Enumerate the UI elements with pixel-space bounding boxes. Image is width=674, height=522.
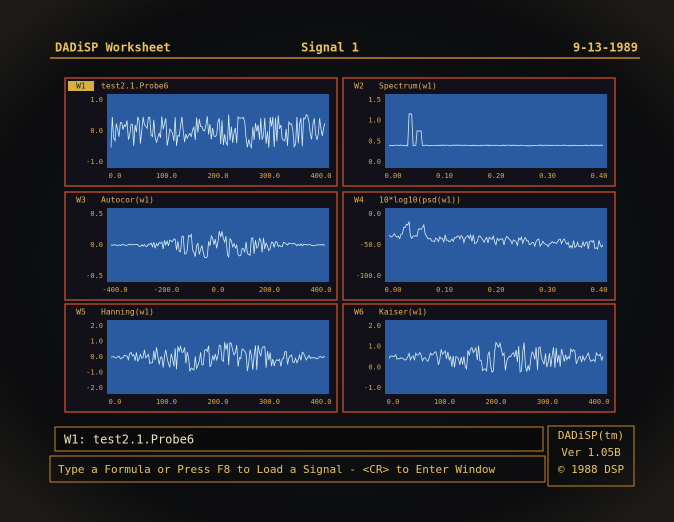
x-tick-label: 300.0	[537, 398, 558, 406]
about-copyright: © 1988 DSP	[558, 463, 625, 476]
x-tick-label: 200.0	[207, 172, 228, 180]
x-tick-label: 0.20	[488, 286, 505, 294]
x-tick-label: -400.0	[102, 286, 127, 294]
y-tick-label: 1.0	[90, 96, 103, 104]
window-label: W6	[354, 308, 364, 317]
y-tick-label: 1.5	[368, 96, 381, 104]
y-tick-label: -100.0	[356, 272, 381, 280]
x-tick-label: 400.0	[310, 172, 331, 180]
x-tick-label: 0.00	[385, 172, 402, 180]
x-tick-label: 0.0	[387, 398, 400, 406]
y-tick-label: 2.0	[90, 322, 103, 330]
y-tick-label: 0.0	[368, 210, 381, 218]
window-title: Spectrum(w1)	[379, 82, 437, 91]
x-tick-label: 400.0	[310, 398, 331, 406]
x-tick-label: 0.0	[212, 286, 225, 294]
y-tick-label: 0.0	[90, 353, 103, 361]
y-tick-label: 0.0	[90, 241, 103, 249]
y-tick-label: 0.0	[90, 127, 103, 135]
x-tick-label: 300.0	[259, 172, 280, 180]
signal-name: Signal 1	[301, 41, 359, 55]
about-name: DADiSP(tm)	[558, 429, 624, 442]
x-tick-label: 0.0	[109, 398, 122, 406]
y-tick-label: -1.0	[86, 369, 103, 377]
y-tick-label: -50.0	[360, 241, 381, 249]
x-tick-label: 0.0	[109, 172, 122, 180]
x-tick-label: 0.30	[539, 172, 556, 180]
x-tick-label: 0.10	[436, 172, 453, 180]
about-version: Ver 1.05B	[561, 446, 621, 459]
x-tick-label: 400.0	[588, 398, 609, 406]
plot-area	[385, 320, 607, 394]
x-tick-label: 0.40	[591, 286, 608, 294]
window-label: W2	[354, 82, 364, 91]
window-label: W5	[76, 308, 86, 317]
x-tick-label: 200.0	[259, 286, 280, 294]
window-label: W3	[76, 196, 86, 205]
x-tick-label: 100.0	[434, 398, 455, 406]
x-tick-label: 100.0	[156, 398, 177, 406]
window-title: Autocor(w1)	[101, 196, 154, 205]
current-window: W1: test2.1.Probe6	[64, 433, 194, 447]
date: 9-13-1989	[573, 41, 638, 55]
y-tick-label: -1.0	[86, 158, 103, 166]
y-tick-label: -2.0	[86, 384, 103, 392]
x-tick-label: 0.00	[385, 286, 402, 294]
window-title: Kaiser(w1)	[379, 308, 427, 317]
x-tick-label: 200.0	[485, 398, 506, 406]
screen: DADiSP Worksheet Signal 1 9-13-1989 W1 te…	[0, 0, 674, 522]
y-tick-label: 1.0	[368, 343, 381, 351]
y-tick-label: 1.0	[90, 338, 103, 346]
x-tick-label: -200.0	[154, 286, 179, 294]
window-title: Hanning(w1)	[101, 308, 154, 317]
window-title: 10*log10(psd(w1))	[379, 196, 461, 205]
x-tick-label: 0.40	[591, 172, 608, 180]
y-tick-label: 0.0	[368, 363, 381, 371]
x-tick-label: 0.10	[436, 286, 453, 294]
y-tick-label: 0.5	[368, 137, 381, 145]
prompt: Type a Formula or Press F8 to Load a Sig…	[58, 463, 495, 476]
window-label: W1	[76, 82, 86, 91]
window-title: test2.1.Probe6	[101, 82, 169, 91]
y-tick-label: 1.0	[368, 117, 381, 125]
x-tick-label: 200.0	[207, 398, 228, 406]
y-tick-label: -1.0	[364, 384, 381, 392]
plot-area	[107, 208, 329, 282]
y-tick-label: 0.5	[90, 210, 103, 218]
app-title: DADiSP Worksheet	[55, 41, 171, 55]
x-tick-label: 0.20	[488, 172, 505, 180]
y-tick-label: 0.0	[368, 158, 381, 166]
window-label: W4	[354, 196, 364, 205]
x-tick-label: 400.0	[310, 286, 331, 294]
plot-area	[107, 320, 329, 394]
plot-area	[107, 94, 329, 168]
x-tick-label: 0.30	[539, 286, 556, 294]
y-tick-label: 2.0	[368, 322, 381, 330]
x-tick-label: 100.0	[156, 172, 177, 180]
x-tick-label: 300.0	[259, 398, 280, 406]
y-tick-label: -0.5	[86, 272, 103, 280]
